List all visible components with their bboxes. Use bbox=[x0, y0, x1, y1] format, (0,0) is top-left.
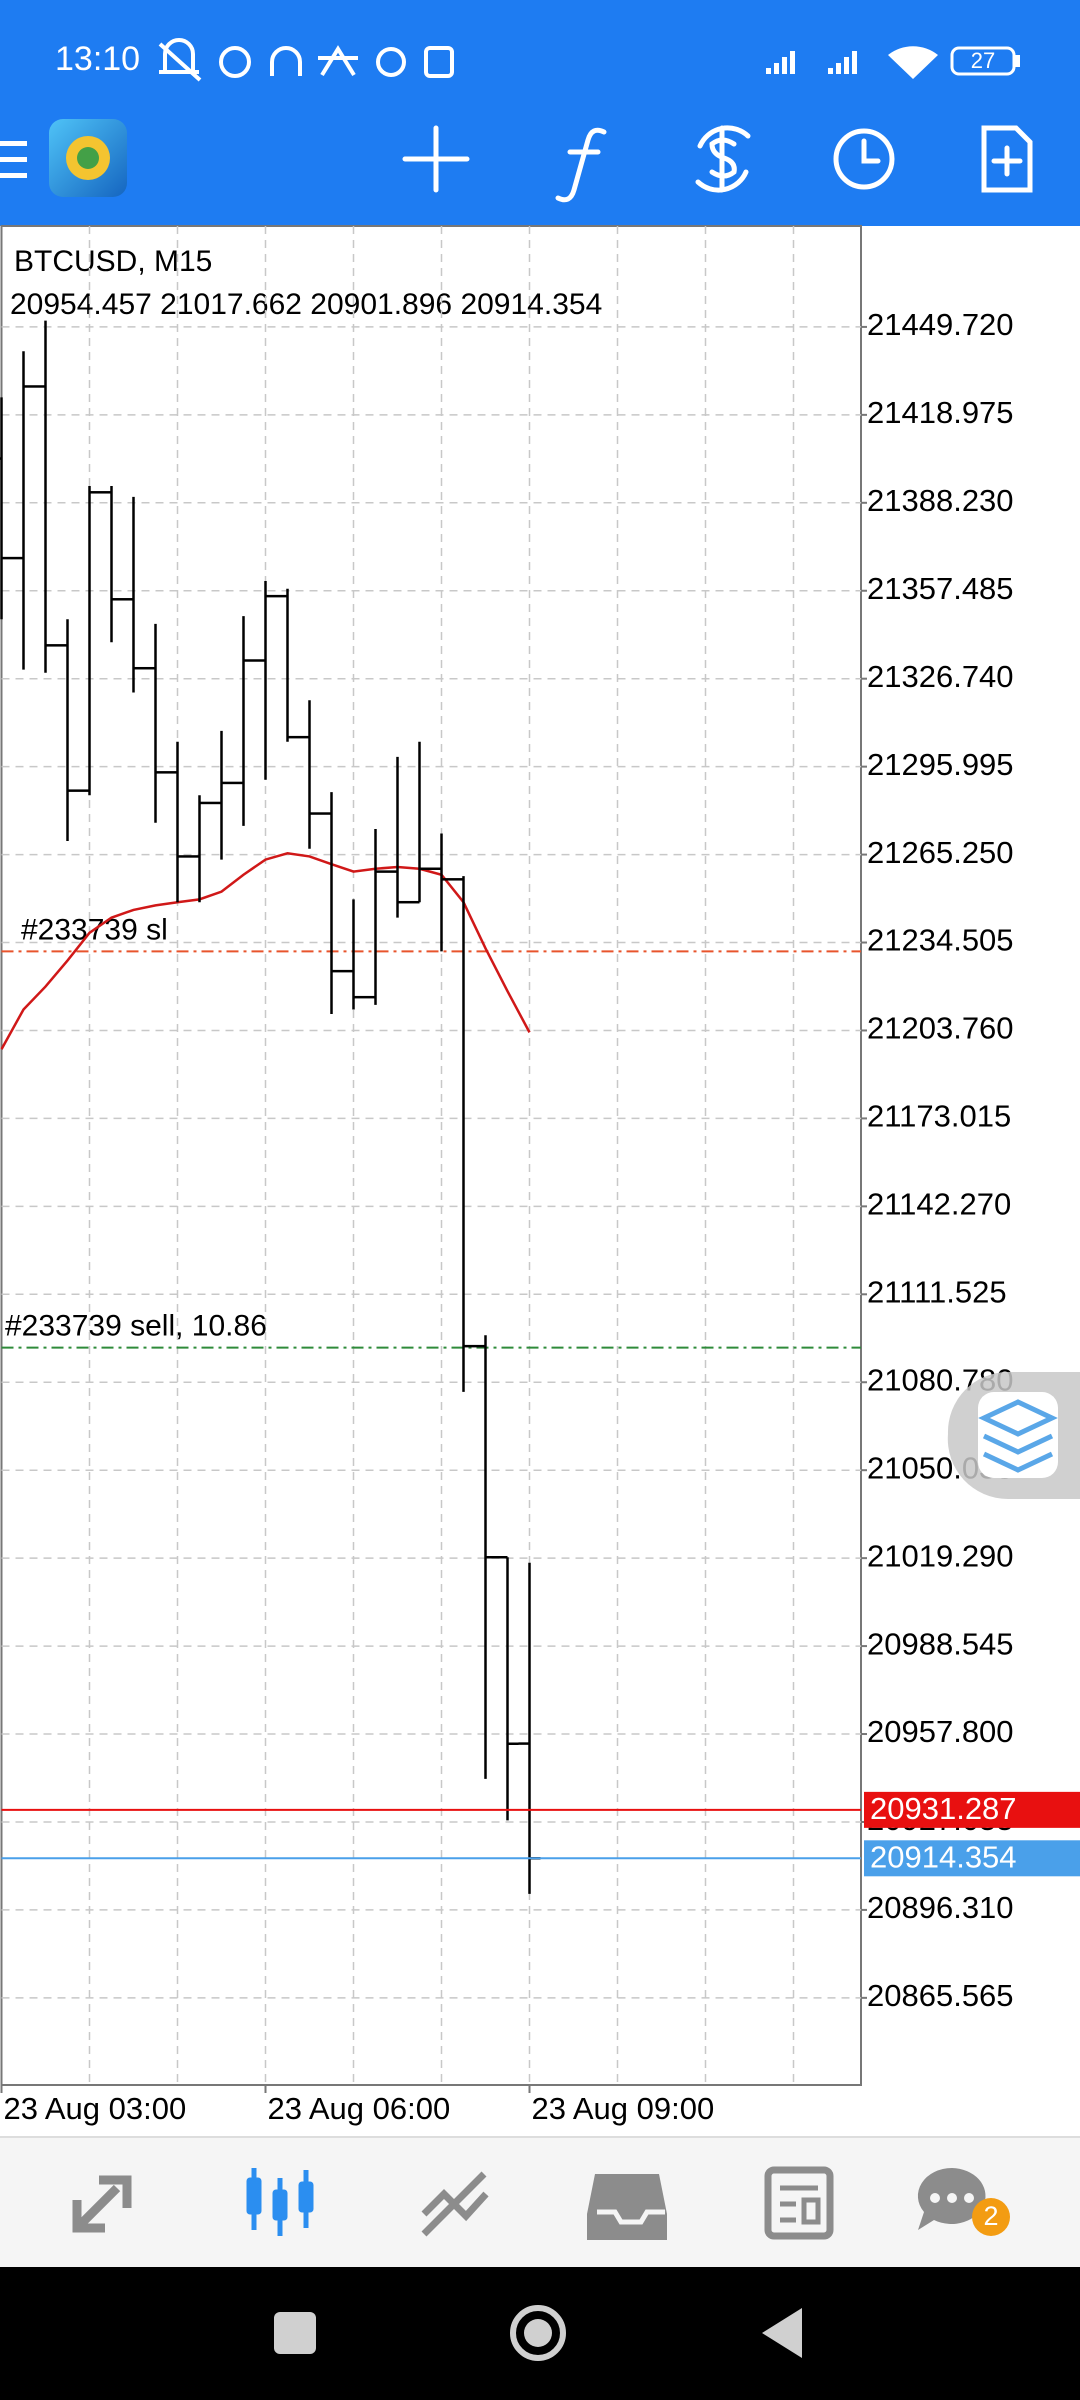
nav-trade[interactable] bbox=[421, 2171, 489, 2237]
chat-badge bbox=[972, 2198, 1010, 2236]
trade-button[interactable] bbox=[695, 125, 751, 193]
bottom-nav bbox=[0, 2137, 1080, 2267]
menu-line bbox=[0, 141, 27, 146]
battery-tip bbox=[1015, 55, 1020, 67]
y-tick-label: 21203.760 bbox=[867, 1011, 1014, 1046]
wifi bbox=[888, 46, 938, 79]
y-tick-label: 21418.975 bbox=[867, 395, 1014, 430]
bid-line-tag bbox=[864, 1840, 1080, 1877]
status-time: 13:10 bbox=[55, 40, 140, 78]
icon-tool bbox=[318, 45, 358, 77]
signal-bar bbox=[852, 51, 857, 74]
nav-chart[interactable] bbox=[246, 2168, 314, 2236]
y-tick-label: 20896.310 bbox=[867, 1890, 1014, 1925]
y-tick-label: 21449.720 bbox=[867, 307, 1014, 342]
app-icon-emblem-center bbox=[77, 147, 99, 169]
history-button[interactable] bbox=[833, 128, 895, 190]
signal-bar bbox=[774, 63, 779, 74]
chart-symbol: BTCUSD, M15 bbox=[14, 245, 212, 278]
y-tick-label: 21326.740 bbox=[867, 659, 1014, 694]
ask-line-tag bbox=[864, 1791, 1080, 1828]
icon-headset bbox=[270, 46, 302, 76]
battery bbox=[950, 46, 1016, 76]
y-tick-label: 21357.485 bbox=[867, 571, 1014, 606]
y-tick-label: 21142.270 bbox=[867, 1187, 1011, 1222]
nav-history-tray bbox=[597, 2209, 665, 2225]
y-tick-label: 21388.230 bbox=[867, 483, 1014, 518]
y-tick-label: 20957.800 bbox=[867, 1714, 1014, 1749]
signal-icons bbox=[766, 46, 938, 79]
status-icons bbox=[158, 38, 454, 82]
nav-history[interactable] bbox=[587, 2174, 667, 2240]
signal-bar bbox=[844, 57, 849, 74]
y-tick-label: 21111.525 bbox=[867, 1274, 1007, 1309]
signal-bar bbox=[782, 57, 787, 74]
chat-dot bbox=[930, 2193, 940, 2203]
y-tick-label: 21173.015 bbox=[867, 1099, 1011, 1134]
back-button[interactable] bbox=[762, 2308, 802, 2358]
signal-bar bbox=[790, 51, 795, 74]
ohlc-readout: 20954.457 21017.662 20901.896 20914.354 bbox=[10, 288, 602, 321]
battery-level: 27 bbox=[971, 48, 995, 73]
order-label: #233739 sell, 10.86 bbox=[5, 1310, 267, 1343]
indicators-button[interactable] bbox=[555, 127, 607, 203]
y-tick-label: 20865.565 bbox=[867, 1978, 1014, 2013]
chat-dot bbox=[947, 2193, 957, 2203]
clock-hands bbox=[861, 138, 881, 164]
y-tick-label: 21295.995 bbox=[867, 747, 1014, 782]
signal-bar bbox=[828, 68, 833, 74]
x-tick-label: 23 Aug 03:00 bbox=[4, 2091, 187, 2126]
nav-news-lines bbox=[780, 2185, 821, 2225]
icon-alarm bbox=[219, 46, 251, 78]
nav-news[interactable] bbox=[764, 2166, 834, 2240]
icon-alarm2 bbox=[376, 47, 406, 77]
nav-quotes[interactable] bbox=[72, 2175, 132, 2233]
recents-button[interactable] bbox=[274, 2312, 316, 2354]
x-tick-label: 23 Aug 09:00 bbox=[532, 2091, 715, 2126]
chart-marks: 21449.720 21418.975 21388.230 21357.485 2132… bbox=[0, 226, 1080, 2126]
menu-button[interactable] bbox=[0, 141, 27, 178]
menu-line bbox=[0, 157, 27, 162]
chat-dot bbox=[964, 2193, 974, 2203]
icon-slash bbox=[158, 42, 202, 82]
y-tick-label: 21234.505 bbox=[867, 923, 1014, 958]
y-tick-label: 21265.250 bbox=[867, 835, 1014, 870]
chart-frame bbox=[0, 225, 862, 2086]
home-button-dot bbox=[524, 2319, 552, 2347]
layer-icon bbox=[982, 1433, 1054, 1473]
signal-bar bbox=[836, 63, 841, 74]
y-tick-label: 21019.290 bbox=[867, 1538, 1014, 1573]
new-order-button[interactable] bbox=[981, 125, 1033, 193]
layer-icon bbox=[978, 1399, 1058, 1437]
top-bar bbox=[0, 0, 1080, 226]
bid-line-label: 20914.354 bbox=[870, 1839, 1017, 1874]
y-tick-label: 20988.545 bbox=[867, 1626, 1014, 1661]
menu-line bbox=[0, 173, 27, 178]
ask-line-label: 20931.287 bbox=[870, 1791, 1017, 1826]
signal-bar bbox=[766, 68, 771, 74]
x-tick-label: 23 Aug 06:00 bbox=[268, 2091, 451, 2126]
icon-shop bbox=[424, 46, 454, 78]
crosshair-button[interactable] bbox=[402, 125, 470, 193]
chat-badge-count: 2 bbox=[983, 2201, 998, 2231]
home-button[interactable] bbox=[510, 2305, 566, 2361]
